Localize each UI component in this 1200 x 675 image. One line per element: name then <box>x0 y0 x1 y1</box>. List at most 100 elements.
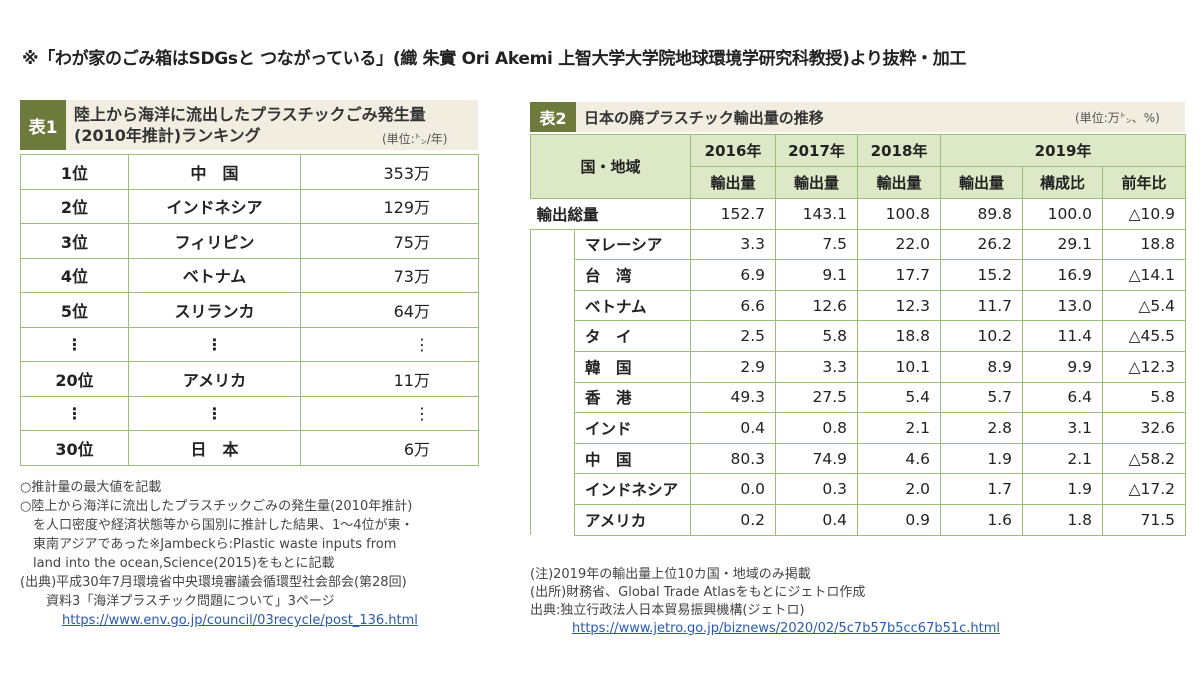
table-cell: 2.0 <box>857 473 942 505</box>
header-cell: 輸出量 <box>690 166 777 199</box>
table-cell: △12.3 <box>1102 350 1187 383</box>
table-cell: 輸出総量 <box>530 198 692 230</box>
table-cell: 12.6 <box>775 289 859 322</box>
table-cell: 2.1 <box>1022 442 1104 475</box>
table-row: 香 港 49.3 27.5 5.4 5.7 6.4 5.8 <box>531 381 1187 414</box>
table-row: インド 0.4 0.8 2.1 2.8 3.1 32.6 <box>531 412 1187 444</box>
table-cell: △17.2 <box>1102 473 1187 505</box>
table2-label: 表2 <box>530 102 576 132</box>
note-line: (出所)財務省、Global Trade Atlasをもとにジェトロ作成 <box>530 585 866 600</box>
source-link[interactable]: https://www.env.go.jp/council/03recycle/… <box>62 613 418 628</box>
table-row: インドネシア 0.0 0.3 2.0 1.7 1.9 △17.2 <box>531 473 1187 505</box>
table-row: ⋮ ⋮ ⋮ <box>20 326 479 362</box>
table-cell: 7.5 <box>775 228 859 261</box>
table2-title: 日本の廃プラスチック輸出量の推移 <box>584 108 824 127</box>
table-cell: 中 国 <box>128 154 301 190</box>
table-cell: 10.1 <box>857 350 942 383</box>
note-line: 東南アジアであった※Jambeckら:Plastic waste inputs … <box>20 537 397 552</box>
table-cell: 中 国 <box>573 442 692 475</box>
table-cell: 9.9 <box>1022 350 1104 383</box>
note-line: ○推計量の最大値を記載 <box>20 480 162 495</box>
header-row: 国・地域 2016年 2017年 2018年 2019年 <box>529 134 1187 199</box>
table-cell: ⋮ <box>20 395 129 431</box>
table-cell: 11.7 <box>940 289 1024 322</box>
table-cell: 3.3 <box>775 350 859 383</box>
table-cell: 6.6 <box>690 289 777 322</box>
table-cell: △10.9 <box>1102 198 1187 230</box>
table-cell: 0.2 <box>690 503 777 536</box>
table-row: タ イ 2.5 5.8 18.8 10.2 11.4 △45.5 <box>531 320 1187 352</box>
header-cell: 構成比 <box>1022 166 1104 199</box>
table-cell: 8.9 <box>940 350 1024 383</box>
note-line: land into the ocean,Science(2015)をもとに記載 <box>20 556 335 571</box>
table-row: 4位 ベトナム 73万 <box>20 257 479 293</box>
title-line: (2010年推計)ランキング <box>74 126 261 145</box>
table1-unit: (単位:㌧/年) <box>382 132 448 146</box>
note-line: ○陸上から海洋に流出したプラスチックごみの発生量(2010年推計) <box>20 499 413 514</box>
table-row: 1位中 国 353万 <box>20 154 479 190</box>
table-cell: ⋮ <box>128 395 301 431</box>
table-cell: 1.8 <box>1022 503 1104 536</box>
table-cell: 353万 <box>300 154 479 190</box>
table-cell: 5位 <box>20 292 129 328</box>
table-cell: 6.4 <box>1022 381 1104 414</box>
table1-label: 表1 <box>20 100 66 150</box>
source-link[interactable]: https://www.jetro.go.jp/biznews/2020/02/… <box>572 621 1001 636</box>
table-cell: 6.9 <box>690 259 777 291</box>
title-line: 陸上から海洋に流出したプラスチックごみ発生量 <box>74 105 426 124</box>
table-cell: 129万 <box>300 188 479 224</box>
table-cell: 26.2 <box>940 228 1024 261</box>
note-line: を人口密度や経済状態等から国別に推計した結果、1～4位が東・ <box>20 518 414 533</box>
table-cell: スリランカ <box>128 292 301 328</box>
table-cell: 10.2 <box>940 320 1024 352</box>
table-cell: 11.4 <box>1022 320 1104 352</box>
table-cell: △58.2 <box>1102 442 1187 475</box>
header-cell: 輸出量 <box>940 166 1024 199</box>
table-row: 30位日 本 6万 <box>20 430 479 466</box>
table-cell: 5.7 <box>940 381 1024 414</box>
table-cell: △14.1 <box>1102 259 1187 291</box>
table-row: 韓 国 2.9 3.3 10.1 8.9 9.9 △12.3 <box>531 350 1187 383</box>
table-cell: 27.5 <box>775 381 859 414</box>
table-cell: 0.8 <box>775 412 859 444</box>
table-row: 3位 フィリピン 75万 <box>20 223 479 259</box>
table-cell: 16.9 <box>1022 259 1104 291</box>
table-cell: 1.9 <box>940 442 1024 475</box>
table-cell: ベトナム <box>573 289 692 322</box>
table-cell: 6万 <box>300 430 479 466</box>
table-cell: △45.5 <box>1102 320 1187 352</box>
table-cell: 17.7 <box>857 259 942 291</box>
table-cell: 0.9 <box>857 503 942 536</box>
table2-titlebar: 表2 日本の廃プラスチック輸出量の推移 <box>530 102 1185 132</box>
table-cell: ⋮ <box>300 395 479 431</box>
table-cell: 18.8 <box>1102 228 1187 261</box>
table2-notes: (注)2019年の輸出量上位10カ国・地域のみ掲載 (出所)財務省、Global … <box>530 566 1000 638</box>
table-cell: 71.5 <box>1102 503 1187 536</box>
table1-notes: ○推計量の最大値を記載 ○陸上から海洋に流出したプラスチックごみの発生量(2010… <box>20 478 418 630</box>
table-row: 20位 アメリカ 11万 <box>20 361 479 397</box>
table-cell: 152.7 <box>690 198 777 230</box>
table-cell: 1位 <box>20 154 129 190</box>
table-cell: 0.3 <box>775 473 859 505</box>
table-cell: 89.8 <box>940 198 1024 230</box>
table-cell: フィリピン <box>128 223 301 259</box>
header-cell: 輸出量 <box>775 166 859 199</box>
table-row: ⋮ ⋮ ⋮ <box>20 395 479 431</box>
table-cell: ⋮ <box>300 326 479 362</box>
table-cell: 143.1 <box>775 198 859 230</box>
table-cell: 2.1 <box>857 412 942 444</box>
table-cell: 4位 <box>20 257 129 293</box>
table1-title: 陸上から海洋に流出したプラスチックごみ発生量 (2010年推計)ランキング <box>66 100 426 150</box>
table-cell: 2.5 <box>690 320 777 352</box>
table-cell: 75万 <box>300 223 479 259</box>
header-cell: 2016年 <box>690 134 777 167</box>
table-cell: 22.0 <box>857 228 942 261</box>
table-cell: ベトナム <box>128 257 301 293</box>
table-row: マレーシア 3.3 7.5 22.0 26.2 29.1 18.8 <box>530 228 1187 536</box>
header-cell: 国・地域 <box>529 134 692 199</box>
table-cell: 3.3 <box>690 228 777 261</box>
table-cell: 0.0 <box>690 473 777 505</box>
page-header: ※「わが家のごみ箱はSDGsと つながっている」(織 朱實 Ori Akemi … <box>22 49 967 69</box>
table2: 国・地域 2016年 2017年 2018年 2019年 輸出量 輸出量 輸出量 輸出量 構成比前… <box>529 134 1187 536</box>
